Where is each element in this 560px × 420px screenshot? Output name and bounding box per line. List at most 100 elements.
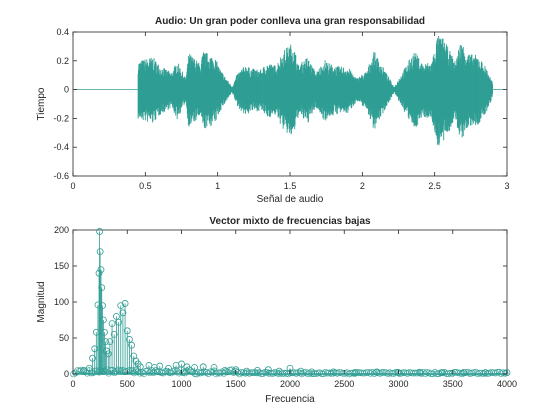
stem-marker <box>222 368 230 375</box>
y-tick-label: 50 <box>59 333 69 343</box>
stem-marker <box>126 336 133 343</box>
chart-title: Audio: Un gran poder conlleva una gran r… <box>155 16 425 27</box>
x-axis-label: Frecuencia <box>265 394 315 405</box>
y-tick-label: 0.2 <box>56 56 69 66</box>
x-axis-ticks: 0 0.5 1 1.5 2 2.5 3 <box>70 32 510 191</box>
stem-marker <box>152 367 159 374</box>
y-tick-label: 0 <box>64 369 69 379</box>
stem-marker <box>99 302 106 310</box>
y-axis-label: Tiempo <box>36 87 47 120</box>
stem-marker <box>136 363 144 371</box>
y-axis-label: Magnitud <box>36 281 47 322</box>
stem-marker <box>96 228 103 235</box>
x-tick-label: 500 <box>120 379 135 389</box>
stem-marker <box>97 266 105 274</box>
stem-marker <box>121 300 129 307</box>
stem-marker <box>115 318 122 326</box>
x-tick-label: 1000 <box>171 379 191 389</box>
stem-marker <box>89 354 96 362</box>
x-tick-label: 2 <box>360 181 365 191</box>
plot-area <box>72 229 508 375</box>
stem-marker <box>221 366 229 374</box>
stem-marker <box>156 362 164 370</box>
x-axis-ticks: 0 500 1000 1500 2000 2500 3000 3500 4000 <box>70 230 517 389</box>
stem-marker <box>128 341 135 349</box>
stem-marker <box>416 369 424 376</box>
stem-marker <box>275 367 283 375</box>
stem-marker <box>460 369 468 376</box>
y-tick-label: -0.6 <box>53 171 69 181</box>
x-tick-label: 1.5 <box>284 181 297 191</box>
stem-marker <box>183 363 191 371</box>
x-tick-label: 4000 <box>497 379 517 389</box>
stem-marker <box>308 368 316 376</box>
stem-marker <box>264 366 272 374</box>
waveform-series <box>73 35 505 146</box>
y-tick-label: 100 <box>54 297 69 307</box>
stem-marker <box>503 369 511 376</box>
frequency-magnitude-chart: 0 500 1000 1500 2000 2500 3000 3500 4000 0 50 100 1… <box>36 216 517 405</box>
x-tick-label: 0.5 <box>139 181 152 191</box>
stem-marker <box>119 309 127 317</box>
stem-marker <box>101 328 108 336</box>
x-tick-label: 1 <box>215 181 220 191</box>
y-tick-label: -0.2 <box>53 113 69 123</box>
stem-marker <box>178 360 185 368</box>
audio-waveform-chart: 0 0.5 1 1.5 2 2.5 3 -0.6 -0.4 -0.2 0 0.2 0.4 Audio:… <box>36 16 510 205</box>
x-tick-label: 3000 <box>388 379 408 389</box>
stem-marker <box>123 327 131 335</box>
stem-marker <box>351 369 359 376</box>
stem-marker <box>87 369 95 377</box>
x-axis-label: Señal de audio <box>257 194 324 205</box>
stem-marker <box>243 367 251 375</box>
chart-title: Vector mixto de frecuencias bajas <box>209 216 371 227</box>
stem-marker <box>395 369 402 376</box>
stem-marker <box>438 369 446 376</box>
x-tick-label: 0 <box>70 379 75 389</box>
x-tick-label: 1500 <box>226 379 246 389</box>
stem-marker <box>95 269 103 277</box>
y-axis-ticks: -0.6 -0.4 -0.2 0 0.2 0.4 <box>53 27 507 181</box>
x-tick-label: 2500 <box>334 379 354 389</box>
stem-marker <box>108 320 116 328</box>
stem-marker <box>212 370 220 378</box>
y-tick-label: 200 <box>54 225 69 235</box>
stem-marker <box>104 350 112 358</box>
stem-marker <box>173 367 181 375</box>
stem-marker <box>204 370 212 377</box>
stem-marker <box>110 330 118 338</box>
stem-marker <box>98 284 106 292</box>
stem-marker <box>373 368 381 376</box>
y-tick-label: 0 <box>64 85 69 95</box>
stem-marker <box>210 364 218 371</box>
x-tick-label: 3 <box>504 181 509 191</box>
stem-marker <box>193 370 200 378</box>
x-tick-label: 2000 <box>280 379 300 389</box>
stem-marker <box>113 312 120 320</box>
y-tick-label: 0.4 <box>56 27 69 37</box>
stem-marker <box>329 368 337 376</box>
stem-marker <box>99 316 107 324</box>
stem-marker <box>220 369 228 377</box>
stem-marker <box>165 364 172 372</box>
y-tick-label: 150 <box>54 261 69 271</box>
stem-marker <box>191 364 198 371</box>
x-tick-label: 2.5 <box>428 181 441 191</box>
stem-marker <box>96 248 104 256</box>
stem-marker <box>78 366 85 374</box>
stem-marker <box>72 369 79 377</box>
x-tick-label: 3500 <box>443 379 463 389</box>
stem-marker <box>199 363 207 371</box>
x-tick-label: 0 <box>70 181 75 191</box>
stem-marker <box>144 367 152 374</box>
stem-marker <box>254 366 261 374</box>
stem-marker <box>481 369 489 376</box>
stem-marker <box>146 369 154 377</box>
stem-marker <box>297 367 305 375</box>
stem-marker <box>117 302 125 310</box>
y-tick-label: -0.4 <box>53 142 69 152</box>
y-axis-ticks: 0 50 100 150 200 <box>54 225 507 379</box>
stem-marker <box>106 338 114 346</box>
stem-marker <box>102 338 109 346</box>
